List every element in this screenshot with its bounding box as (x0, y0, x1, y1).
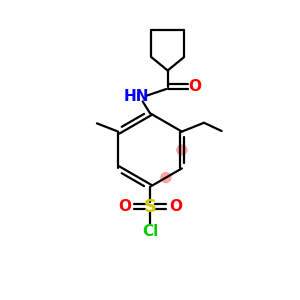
Text: Cl: Cl (142, 224, 158, 239)
Text: HN: HN (124, 89, 149, 104)
Text: O: O (188, 79, 201, 94)
Circle shape (161, 172, 171, 183)
Circle shape (177, 145, 187, 155)
Text: O: O (169, 199, 182, 214)
Text: O: O (118, 199, 131, 214)
Text: S: S (143, 198, 157, 216)
